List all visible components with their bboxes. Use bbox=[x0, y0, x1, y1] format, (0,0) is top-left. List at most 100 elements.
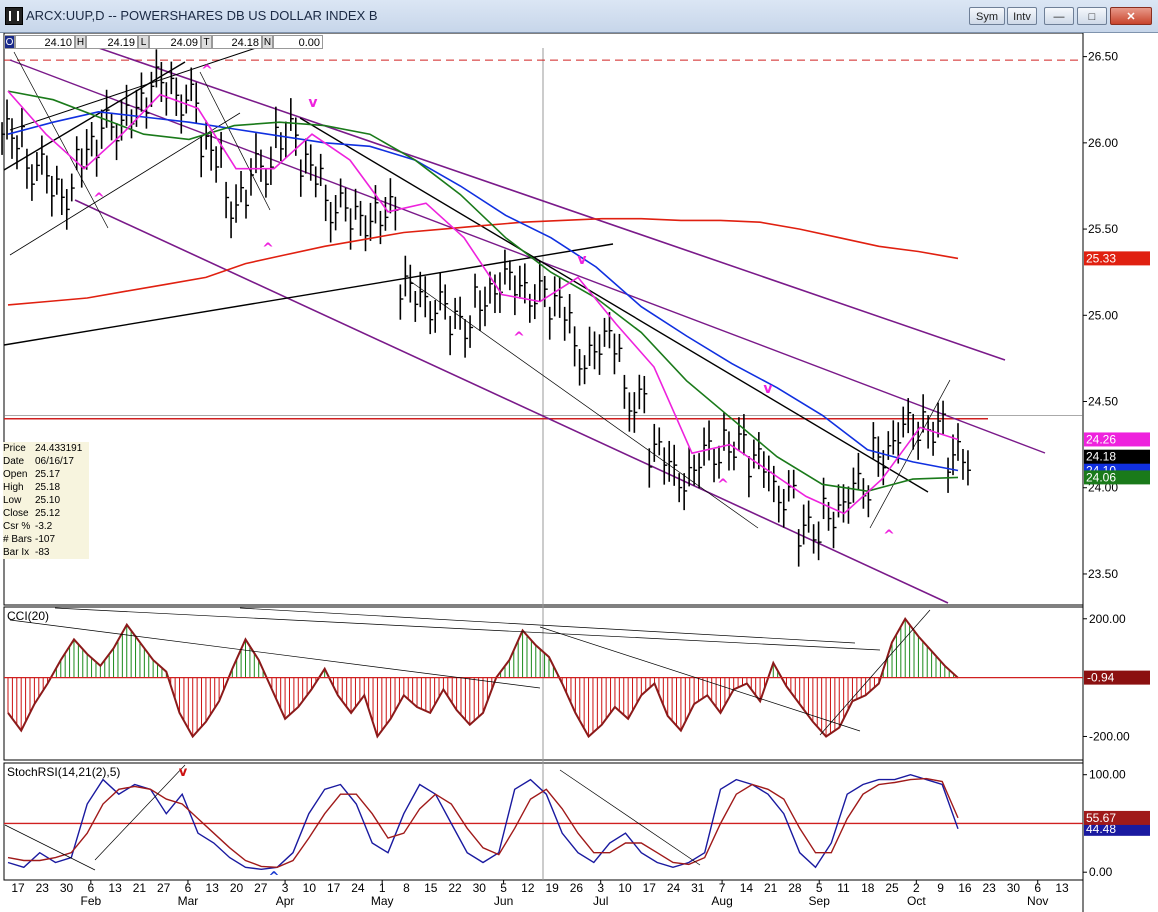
x-axis-day-label: 11 bbox=[837, 881, 850, 895]
pivot-marker: v bbox=[763, 381, 772, 397]
x-axis-day-label: 23 bbox=[36, 881, 50, 895]
x-axis-day-label: 3 bbox=[282, 881, 289, 895]
info-label: High bbox=[3, 482, 24, 493]
x-axis-day-label: 3 bbox=[597, 881, 604, 895]
trend-line bbox=[3, 243, 614, 346]
stochrsi-trend-line bbox=[559, 769, 701, 866]
chart-area[interactable]: 26.5026.0025.5025.0024.5024.0023.5025.33… bbox=[0, 33, 1158, 912]
price-tick-label: 24.50 bbox=[1088, 395, 1118, 409]
ma-value-box bbox=[1084, 432, 1150, 447]
price-tick-label: 25.00 bbox=[1088, 308, 1118, 322]
info-row: Price 24.433191 bbox=[3, 442, 89, 455]
pivot-marker: ^ bbox=[262, 241, 274, 257]
x-axis-day-label: 25 bbox=[885, 881, 899, 895]
stochrsi-line bbox=[7, 777, 959, 869]
stochrsi-title: StochRSI(14,21(2),5) bbox=[7, 765, 120, 779]
x-axis-day-label: 17 bbox=[643, 881, 657, 895]
x-axis-day-label: 16 bbox=[958, 881, 972, 895]
maximize-button[interactable]: □ bbox=[1077, 7, 1107, 25]
x-axis-day-label: 6 bbox=[87, 881, 94, 895]
x-axis-day-label: 13 bbox=[1055, 881, 1069, 895]
interval-button[interactable]: Intv bbox=[1007, 7, 1037, 25]
trend-line bbox=[299, 117, 929, 493]
last-price-label: 24.18 bbox=[1086, 450, 1116, 464]
x-axis-day-label: 21 bbox=[764, 881, 778, 895]
info-label: Close bbox=[3, 508, 29, 519]
ohlc-low-value: 24.09 bbox=[149, 35, 201, 49]
trend-line bbox=[13, 51, 109, 229]
trend-channel-line bbox=[89, 44, 1006, 361]
x-axis-day-label: 19 bbox=[545, 881, 559, 895]
x-axis-day-label: 30 bbox=[473, 881, 487, 895]
x-axis-month-label: Jun bbox=[494, 894, 513, 908]
info-label: Price bbox=[3, 443, 26, 454]
cci-tick-label: -200.00 bbox=[1089, 729, 1130, 743]
cci-trend-line bbox=[539, 626, 861, 732]
x-axis-day-label: 26 bbox=[570, 881, 584, 895]
x-axis-day-label: 18 bbox=[861, 881, 875, 895]
x-axis-day-label: 7 bbox=[719, 881, 726, 895]
ma-value-label: 24.06 bbox=[1086, 470, 1116, 484]
close-button[interactable]: ✕ bbox=[1110, 7, 1152, 25]
stochrsi-value-box bbox=[1084, 821, 1150, 836]
close-icon: ✕ bbox=[1126, 11, 1136, 23]
info-label: Csr % bbox=[3, 521, 31, 532]
minimize-icon: — bbox=[1053, 11, 1065, 23]
x-axis-day-label: 13 bbox=[206, 881, 220, 895]
x-axis-day-label: 6 bbox=[185, 881, 192, 895]
ohlc-low-label: L bbox=[138, 35, 149, 49]
interval-button-label: Intv bbox=[1013, 11, 1031, 23]
price-tick-label: 23.50 bbox=[1088, 567, 1118, 581]
stochrsi-marker: ^ bbox=[269, 870, 280, 885]
x-axis-month-label: Nov bbox=[1027, 894, 1048, 908]
stochrsi-value-box bbox=[1084, 810, 1150, 825]
moving-average-line bbox=[7, 217, 959, 306]
cci-trend-line bbox=[239, 607, 856, 644]
symbol-button-label: Sym bbox=[976, 11, 998, 23]
x-axis-day-label: 13 bbox=[108, 881, 122, 895]
ohlc-open-value: 24.10 bbox=[15, 35, 75, 49]
cci-title: CCI(20) bbox=[7, 609, 49, 623]
stochrsi-marker: v bbox=[179, 765, 188, 780]
ma-value-box bbox=[1084, 251, 1150, 266]
stochrsi-line bbox=[7, 773, 959, 871]
x-axis-month-label: Sep bbox=[809, 894, 831, 908]
ma-value-box bbox=[1084, 470, 1150, 485]
ohlc-high-label: H bbox=[75, 35, 86, 49]
pivot-marker: ^ bbox=[93, 191, 105, 207]
ohlc-high-value: 24.19 bbox=[86, 35, 138, 49]
x-axis-day-label: 9 bbox=[937, 881, 944, 895]
info-row: High 25.18 bbox=[3, 481, 89, 494]
cursor-info-box: Price 24.433191 Date 06/16/17 Open 25.17 High 2… bbox=[3, 442, 89, 559]
x-axis-day-label: 31 bbox=[691, 881, 705, 895]
pivot-marker: v bbox=[308, 95, 317, 111]
cci-trend-line bbox=[9, 619, 541, 689]
price-tick-label: 25.50 bbox=[1088, 222, 1118, 236]
minimize-button[interactable]: — bbox=[1044, 7, 1074, 25]
cci-value-box bbox=[1084, 670, 1150, 685]
ohlc-n-label: N bbox=[262, 35, 273, 49]
x-axis-day-label: 12 bbox=[521, 881, 535, 895]
pivot-marker: v bbox=[577, 252, 586, 268]
price-tick-label: 26.00 bbox=[1088, 136, 1118, 150]
x-axis-month-label: Aug bbox=[711, 894, 732, 908]
x-axis-day-label: 24 bbox=[351, 881, 365, 895]
stochrsi-tick-label: 0.00 bbox=[1089, 865, 1113, 879]
ohlc-t-value: 24.18 bbox=[212, 35, 262, 49]
ma-value-label: 24.26 bbox=[1086, 432, 1116, 446]
symbol-button[interactable]: Sym bbox=[969, 7, 1005, 25]
x-axis-month-label: Feb bbox=[80, 894, 101, 908]
maximize-icon: □ bbox=[1088, 11, 1096, 23]
trend-channel-line bbox=[9, 39, 281, 131]
info-row: Low 25.10 bbox=[3, 494, 89, 507]
x-axis-day-label: 2 bbox=[913, 881, 920, 895]
cci-trend-line bbox=[819, 609, 931, 736]
info-label: # Bars bbox=[3, 534, 32, 545]
pivot-marker: ^ bbox=[883, 528, 895, 544]
x-axis-month-label: Mar bbox=[178, 894, 199, 908]
info-value: -3.2 bbox=[35, 521, 53, 532]
x-axis-day-label: 17 bbox=[11, 881, 25, 895]
x-axis-day-label: 28 bbox=[788, 881, 802, 895]
cci-trend-line bbox=[54, 607, 881, 651]
info-label: Bar Ix bbox=[3, 547, 30, 558]
